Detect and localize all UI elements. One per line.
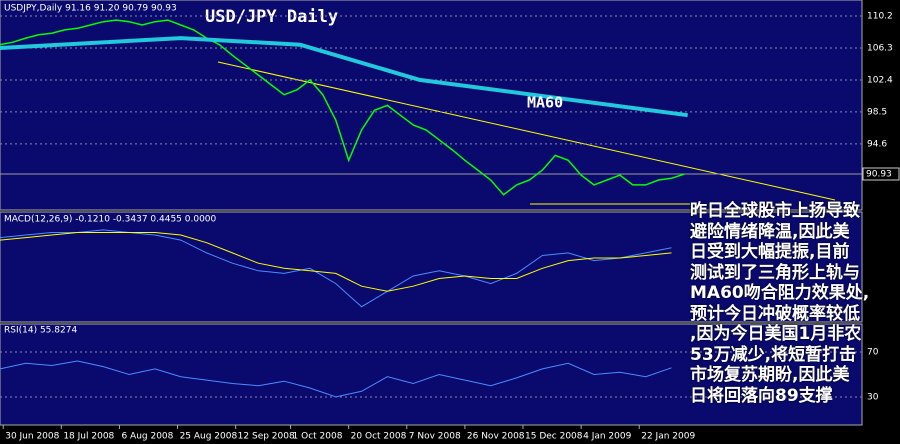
x-tick-label: 30 Jun 2008 xyxy=(5,432,59,442)
macd-panel xyxy=(0,211,863,323)
rsi-panel xyxy=(0,323,863,426)
trendline xyxy=(217,61,836,201)
x-tick-label: 15 Dec 2008 xyxy=(525,432,583,442)
x-tick-label: 26 Nov 2008 xyxy=(467,432,525,442)
annotation: 昨日全球股市上扬导致 避险情绪降温,因此美 日受到大幅提振,目前 测试到了三角形上轨与… xyxy=(690,201,900,406)
y-tick-label: 30 xyxy=(867,392,879,402)
x-tick-label: 18 Jul 2008 xyxy=(63,432,114,442)
y-tick-label: 70 xyxy=(867,348,879,358)
annotation-line: 避险情绪降温,因此美 xyxy=(690,221,850,242)
x-tick-label: 6 Aug 2008 xyxy=(121,432,173,442)
annotation-line: 日将回落向89支撑 xyxy=(690,385,833,406)
y-tick-label: 98.5 xyxy=(867,107,887,117)
y-tick-label: 110.2 xyxy=(867,11,893,21)
y-tick-label: 102.4 xyxy=(867,75,893,85)
current-price-box xyxy=(862,167,900,181)
x-tick-label: 20 Oct 2008 xyxy=(351,432,407,442)
annotation-line: 日受到大幅提振,目前 xyxy=(690,242,850,262)
annotation-line: 昨日全球股市上扬导致 xyxy=(690,201,860,221)
ma-line xyxy=(0,36,688,118)
x-tick-label: 25 Aug 2008 xyxy=(180,432,238,442)
x-tick-label: 12 Sep 2008 xyxy=(238,432,295,442)
x-tick-label: 22 Jan 2009 xyxy=(641,432,695,442)
series-label: MA60 xyxy=(527,94,563,112)
y-tick-label: 94.6 xyxy=(867,139,887,149)
annotation-line: 测试到了三角形上轨与 xyxy=(690,262,860,283)
macd-title: MACD(12,26,9) -0.1210 -0.3437 0.4455 0.0… xyxy=(4,215,217,225)
annotation-line: MA60吻合阻力效果处, xyxy=(690,283,870,303)
x-tick-label: 7 Nov 2008 xyxy=(409,432,461,442)
annotation-line: 市场复苏期盼,因此美 xyxy=(690,365,850,385)
header: USDJPY,Daily 91.16 91.20 90.79 90.93 xyxy=(4,4,177,14)
price-panel xyxy=(0,0,863,211)
series-line xyxy=(0,229,672,308)
series-line xyxy=(0,360,672,398)
series-line xyxy=(0,232,672,292)
x-tick-label: 1 Oct 2008 xyxy=(293,432,343,442)
annotation-line: ,因为今日美国1月非农 xyxy=(690,324,862,344)
annotation-line: 预计今日冲破概率较低 xyxy=(690,303,860,324)
chart-title: USD/JPY Daily xyxy=(205,7,338,27)
x-tick-label: 4 Jan 2009 xyxy=(583,432,631,442)
current-price-label: 90.93 xyxy=(866,170,892,180)
rsi-title: RSI(14) 55.8274 xyxy=(4,326,77,336)
series-line xyxy=(0,19,685,196)
annotation-line: 53万减少,将短暂打击 xyxy=(690,344,857,365)
y-tick-label: 106.3 xyxy=(867,43,893,53)
